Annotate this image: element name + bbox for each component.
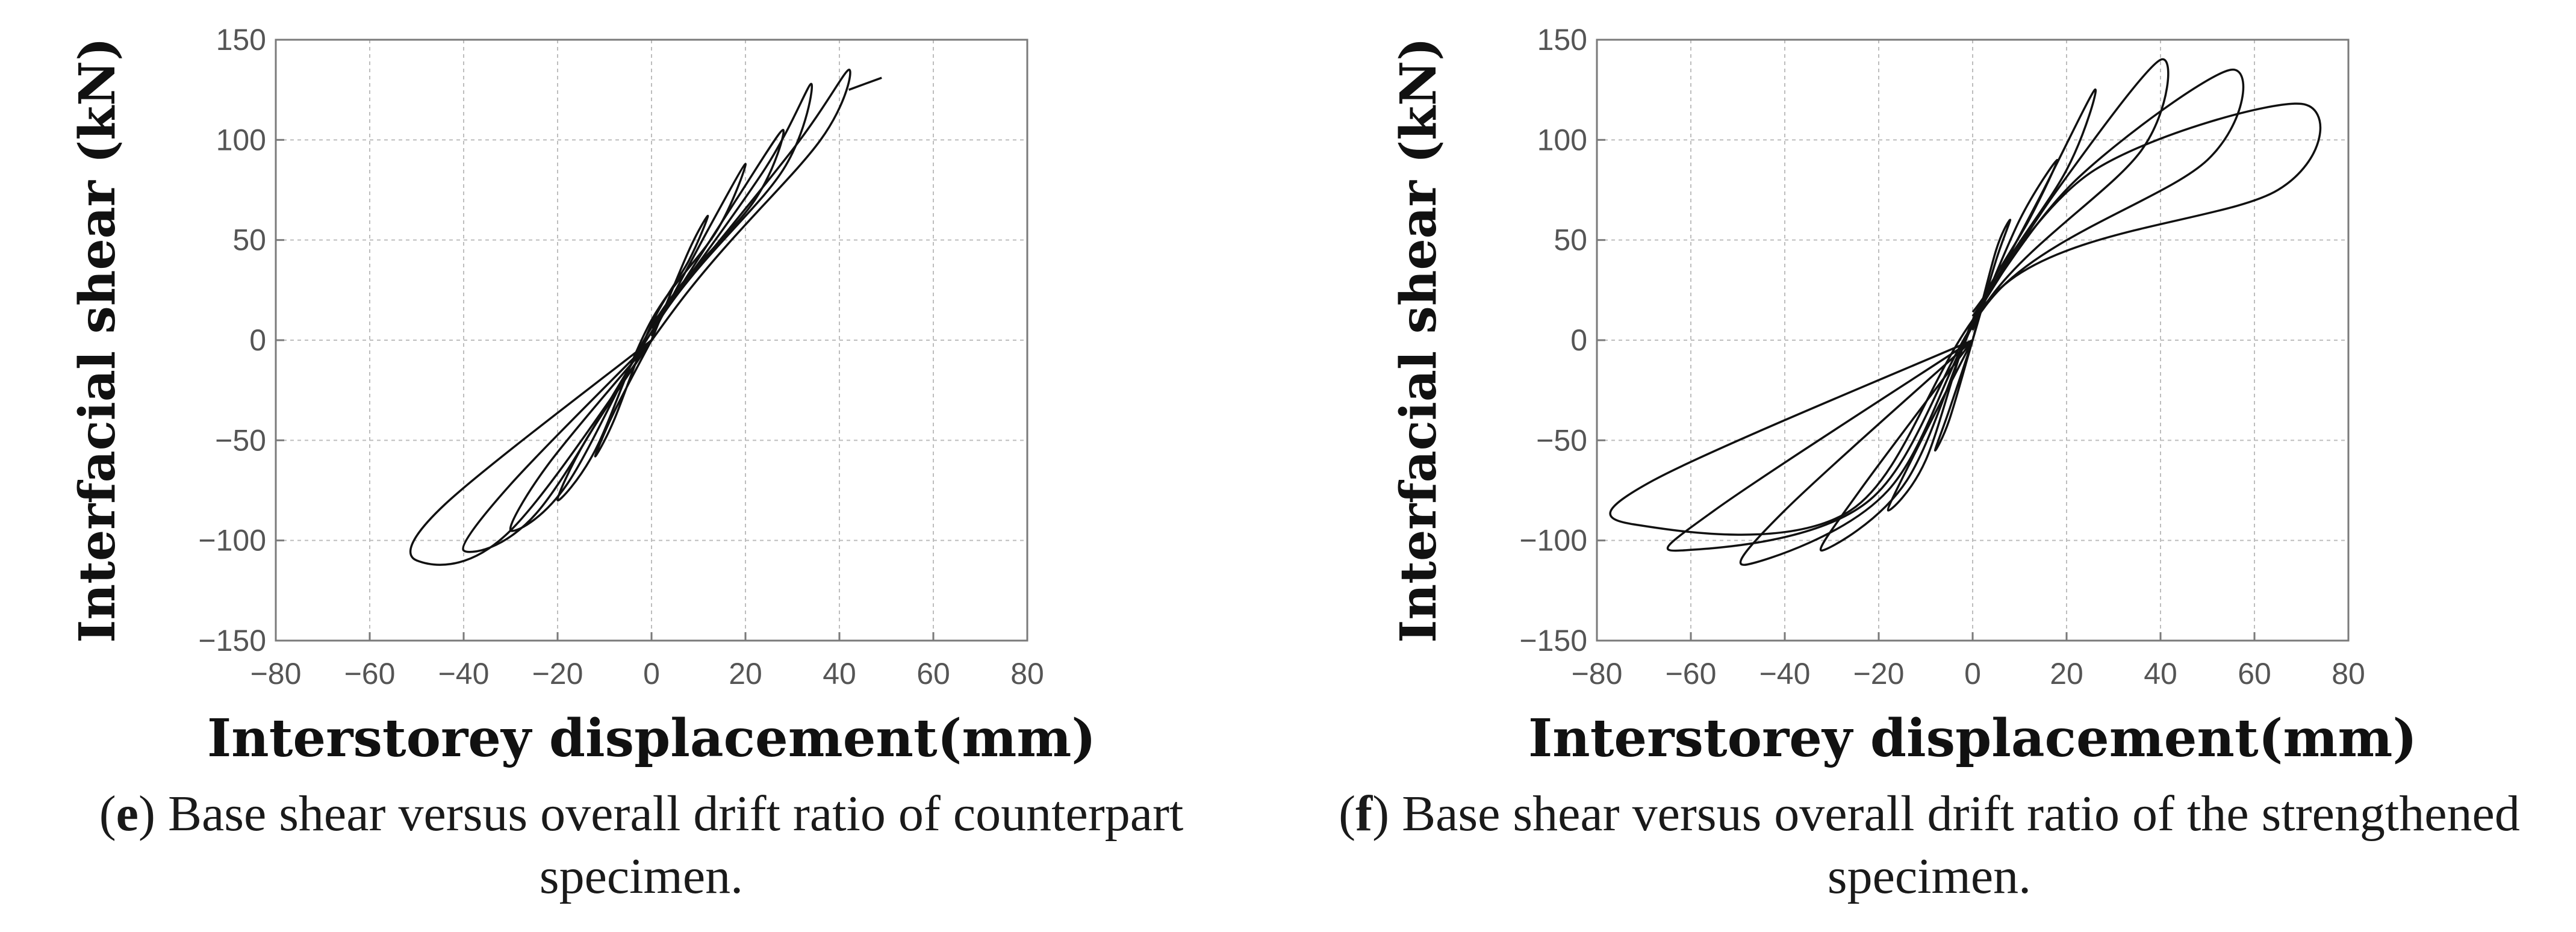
hysteresis-loop — [1609, 102, 2321, 536]
hysteresis-loop — [462, 82, 814, 553]
x-tick-label: −40 — [438, 657, 490, 691]
caption-e-text: Base shear versus overall drift ratio of… — [155, 786, 1184, 904]
y-tick-label: −100 — [1519, 524, 1587, 558]
x-tick-label: 60 — [2238, 657, 2271, 691]
x-tick-label: −20 — [1853, 657, 1905, 691]
x-tick-label: 20 — [729, 657, 762, 691]
x-tick-label: 60 — [916, 657, 950, 691]
y-tick-label: 0 — [249, 323, 266, 357]
x-axis-title: Interstorey displacement(mm) — [207, 708, 1096, 769]
y-axis-title: Interfacial shear (kN) — [69, 37, 126, 643]
x-tick-label: 40 — [823, 657, 856, 691]
y-tick-label: 50 — [1554, 223, 1587, 257]
caption-f-letter: f — [1355, 786, 1373, 842]
hysteresis-loop — [594, 214, 709, 458]
caption-e-letter: e — [116, 786, 138, 842]
hysteresis-loop — [1666, 69, 2245, 552]
x-tick-label: −60 — [344, 657, 396, 691]
chart-panel-f: −80 −60 −40 −20 0 20 40 60 80 −150 −100 −50 0 50 100 15… — [1283, 0, 2576, 932]
y-tick-label: 150 — [216, 23, 266, 57]
caption-f: (f) Base shear versus overall drift rati… — [1339, 786, 2520, 904]
caption-e: (e) Base shear versus overall drift rati… — [99, 786, 1184, 904]
x-axis-title: Interstorey displacement(mm) — [1528, 708, 2417, 769]
y-tick-label: −150 — [1519, 624, 1587, 657]
y-tick-label: 100 — [1537, 123, 1587, 157]
x-tick-label: 0 — [643, 657, 660, 691]
y-tick-label: 100 — [216, 123, 266, 157]
x-tick-label: −80 — [1572, 657, 1623, 691]
hysteresis-loop — [409, 69, 851, 566]
y-axis-title: Interfacial shear (kN) — [1390, 37, 1448, 643]
x-tick-label: 20 — [2050, 657, 2083, 691]
x-tick-label: 80 — [2332, 657, 2365, 691]
x-tick-label: 40 — [2144, 657, 2177, 691]
caption-f-text: Base shear versus overall drift ratio of… — [1389, 786, 2520, 904]
y-tick-label: −50 — [215, 423, 266, 457]
y-tick-label: 50 — [232, 223, 266, 257]
y-tick-label: 0 — [1570, 323, 1587, 357]
chart-panel-e: −80 −60 −40 −20 0 20 40 60 80 −150 −100 −50 0 50 100 15… — [0, 0, 1283, 932]
y-tick-label: −150 — [198, 624, 266, 657]
x-tick-label: −80 — [250, 657, 302, 691]
x-tick-label: −40 — [1759, 657, 1811, 691]
x-tick-label: −60 — [1666, 657, 1717, 691]
chart-e: −80 −60 −40 −20 0 20 40 60 80 −150 −100 −50 0 50 100 15… — [69, 23, 1096, 769]
x-tick-label: 0 — [1964, 657, 1981, 691]
hysteresis-loop — [1739, 58, 2170, 566]
hysteresis-loop — [848, 76, 882, 91]
y-tick-label: 150 — [1537, 23, 1587, 57]
y-tick-label: −50 — [1536, 423, 1587, 457]
hysteresis-loop — [1819, 89, 2097, 552]
x-tick-label: −20 — [532, 657, 583, 691]
y-tick-label: −100 — [198, 524, 266, 558]
hysteresis-loop — [1934, 219, 2012, 452]
x-tick-label: 80 — [1010, 657, 1044, 691]
chart-f: −80 −60 −40 −20 0 20 40 60 80 −150 −100 −50 0 50 100 15… — [1390, 23, 2417, 769]
